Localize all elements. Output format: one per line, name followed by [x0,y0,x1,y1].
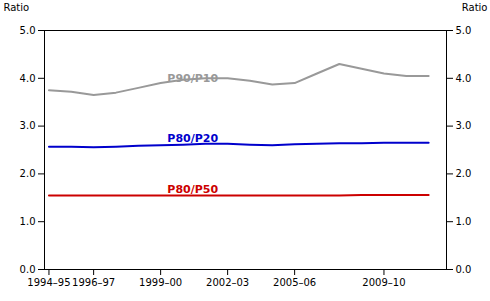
svg-text:Ratio: Ratio [4,2,30,13]
svg-text:0.0: 0.0 [20,264,36,275]
svg-text:2005–06: 2005–06 [273,277,316,288]
svg-text:5.0: 5.0 [20,25,36,36]
svg-text:4.0: 4.0 [456,73,472,84]
svg-text:1.0: 1.0 [20,216,36,227]
svg-text:1.0: 1.0 [456,216,472,227]
svg-text:P90/P10: P90/P10 [167,72,218,85]
svg-text:0.0: 0.0 [456,264,472,275]
svg-text:4.0: 4.0 [20,73,36,84]
svg-text:2.0: 2.0 [456,168,472,179]
svg-text:P80/P20: P80/P20 [167,132,218,145]
svg-text:1994–95: 1994–95 [27,277,70,288]
svg-text:1999–00: 1999–00 [139,277,182,288]
svg-text:1996–97: 1996–97 [72,277,115,288]
svg-text:2002–03: 2002–03 [206,277,249,288]
svg-text:2.0: 2.0 [20,168,36,179]
svg-text:5.0: 5.0 [456,25,472,36]
svg-text:Ratio: Ratio [462,2,488,13]
svg-text:3.0: 3.0 [456,120,472,131]
svg-text:P80/P50: P80/P50 [167,183,218,196]
svg-text:3.0: 3.0 [20,120,36,131]
svg-text:2009–10: 2009–10 [362,277,405,288]
